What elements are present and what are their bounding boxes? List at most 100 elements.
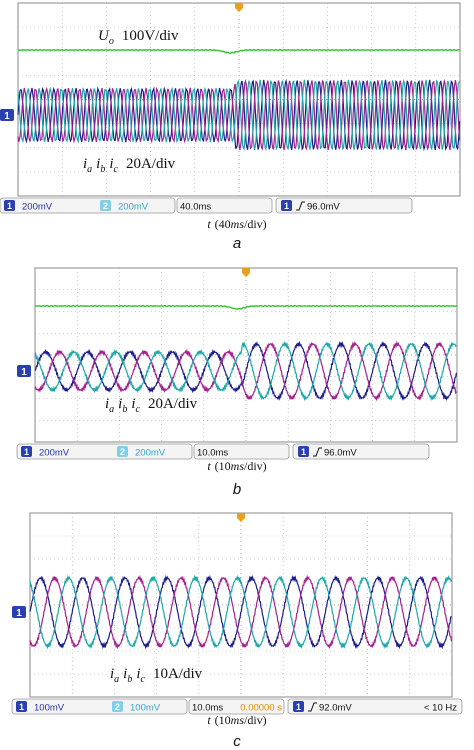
text-part: (40 [215,217,231,231]
channel-badge [4,200,15,211]
trigger-marker [235,3,243,12]
text-part: ms [231,217,245,231]
channel-badge-label: 1 [296,702,301,712]
status-text: 40.0ms [180,202,211,213]
text-part: o [109,36,114,47]
channel-badge [298,446,309,457]
text-part: ms [231,713,245,727]
text-part: i [105,396,109,412]
status-text: 200mV [22,202,53,213]
status-box [176,197,273,214]
text-part: 20A/div [148,396,198,412]
trigger-marker [242,268,250,277]
channel-badge [21,446,32,457]
current-trace [34,340,457,402]
current-trace [29,574,452,650]
text-part: ms [231,459,245,473]
status-text: 10.0ms [192,703,223,714]
status-text: 200mV [135,448,166,459]
trigger-marker [237,513,245,522]
text-part: t [207,713,211,727]
axis-caption: t (10ms/div) [207,713,266,727]
status-text: 96.0mV [307,202,340,213]
text-part: 10A/div [153,666,203,682]
voltage-trace [17,48,461,55]
text-part: i [118,396,122,412]
status-text: 100mV [34,703,65,714]
panel-label: a [233,235,241,252]
current-trace [34,340,457,402]
channel-marker-label: 1 [16,608,22,619]
current-trace [34,340,457,402]
current-trace [17,78,461,151]
current-label: ia ib ic 20A/div [83,156,176,175]
status-box [11,698,188,715]
text-part: c [136,404,141,415]
channel-badge-label: 1 [7,201,12,211]
text-part: b [122,404,127,415]
panel-label: c [233,733,241,750]
channel-badge [293,701,304,712]
status-box [275,197,413,214]
text-part: a [109,404,114,415]
status-text: 10.0ms [197,448,228,459]
text-part: (10 [215,459,231,473]
status-box [188,698,285,715]
axis-caption: t (10ms/div) [207,459,266,473]
status-text: 0.00000 s [240,703,282,714]
current-label: ia ib ic 10A/div [110,666,203,685]
text-part: i [83,156,87,172]
current-trace [17,78,461,152]
status-text: 92.0mV [319,703,352,714]
voltage-trace [34,304,458,311]
status-box [292,443,430,460]
trigger-edge-icon [296,201,305,211]
channel-badge [100,200,111,211]
channel-marker [12,606,26,618]
channel-badge [16,701,27,712]
current-trace [17,78,460,152]
text-part: c [141,674,146,685]
channel-badge-label: 1 [24,447,29,457]
voltage-label: Uo 100V/div [98,28,179,47]
text-part: /div) [244,459,267,473]
status-text: 200mV [39,448,70,459]
channel-marker-label: 1 [4,111,10,122]
text-part: a [114,674,119,685]
panel-label: b [233,481,241,498]
channel-badge-label: 2 [115,702,120,712]
channel-badge-label: 1 [284,201,289,211]
channel-marker-label: 1 [21,367,27,378]
text-part: a [87,164,92,175]
current-label: ia ib ic 20A/div [105,396,198,415]
status-text: 200mV [118,202,149,213]
text-part: t [207,217,211,231]
text-part: 100V/div [122,28,179,44]
status-text: 96.0mV [324,448,357,459]
text-part: t [207,459,211,473]
channel-badge-label: 2 [103,201,108,211]
status-box [193,443,290,460]
text-part: b [127,674,132,685]
text-part: (10 [215,713,231,727]
current-trace [29,574,452,650]
text-part: i [110,666,114,682]
status-box [16,443,193,460]
channel-badge-label: 1 [301,447,306,457]
status-box [287,698,463,715]
channel-badge-label: 1 [19,702,24,712]
trigger-edge-icon [313,447,322,457]
channel-badge [281,200,292,211]
text-part: U [98,28,110,44]
text-part: /div) [244,713,267,727]
channel-marker [17,365,31,377]
status-text: < 10 Hz [424,703,457,714]
status-text: 100mV [130,703,161,714]
channel-badge [117,446,128,457]
text-part: c [114,164,119,175]
text-part: i [123,666,127,682]
text-part: i [96,156,100,172]
status-box [0,197,176,214]
text-part: i [131,396,135,412]
